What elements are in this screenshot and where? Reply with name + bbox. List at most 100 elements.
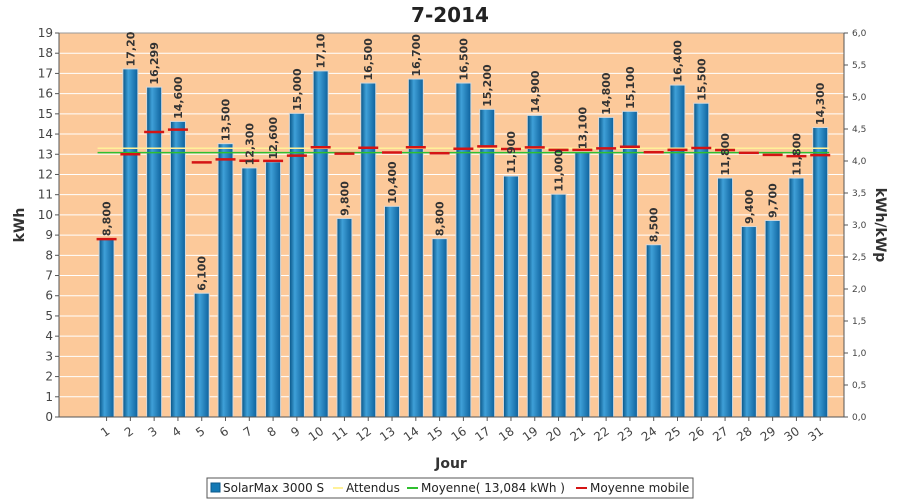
x-tick-label: 9	[288, 424, 302, 440]
y-tick-label: 8	[45, 248, 53, 262]
bar	[147, 87, 162, 418]
x-tick-label: 31	[805, 424, 826, 444]
bar	[551, 194, 566, 417]
y-tick-label: 16	[38, 87, 53, 101]
x-tick-label: 4	[169, 424, 183, 440]
bar-value-label: 8,800	[434, 201, 447, 236]
y-tick-label: 17	[38, 66, 53, 80]
bar-value-label: 12,300	[243, 123, 256, 166]
x-tick-label: 23	[615, 424, 636, 444]
bar-value-label: 15,000	[291, 68, 304, 111]
x-tick-label: 10	[306, 424, 327, 444]
x-tick-label: 14	[401, 424, 422, 444]
x-axis-title: Jour	[434, 456, 467, 472]
x-tick-label: 24	[639, 424, 660, 444]
y-tick-label: 0	[45, 410, 53, 424]
legend-bar-swatch	[210, 482, 221, 493]
x-tick-label: 1	[98, 424, 112, 440]
bar	[670, 85, 685, 418]
x-tick-label: 27	[710, 424, 731, 444]
bar-value-label: 14,900	[529, 70, 542, 113]
bar-series	[98, 68, 829, 418]
bar	[337, 218, 352, 417]
x-tick-label: 16	[449, 424, 470, 444]
bar-value-label: 15,100	[624, 66, 637, 109]
y-axis-title: kWh	[12, 208, 28, 243]
x-tick-label: 12	[353, 424, 374, 444]
bar-value-label: 8,500	[648, 207, 661, 242]
chart-title: 7-2014	[411, 3, 489, 27]
x-tick-label: 19	[520, 424, 541, 444]
bar	[385, 206, 400, 417]
y-tick-label: 3	[45, 349, 53, 363]
y2-tick-label: 1,5	[852, 317, 866, 327]
bar-value-label: 10,400	[386, 161, 399, 204]
moving-average-series	[96, 128, 831, 241]
bar-value-label: 16,299	[148, 42, 161, 84]
x-tick-label: 15	[425, 424, 446, 444]
bar	[313, 71, 328, 418]
y-tick-label: 6	[45, 289, 53, 303]
bar	[361, 83, 376, 418]
y-tick-label: 2	[45, 370, 53, 384]
x-tick-label: 28	[734, 424, 755, 444]
bar-value-label: 15,500	[695, 58, 708, 101]
x-tick-label: 17	[472, 424, 493, 444]
y2-tick-label: 5,0	[852, 93, 867, 103]
bar-value-label: 14,600	[172, 76, 185, 119]
x-tick-label: 30	[782, 424, 803, 444]
y2-tick-label: 4,5	[852, 125, 866, 135]
bar	[242, 168, 257, 417]
bar	[170, 121, 185, 417]
legend: SolarMax 3000 S Attendus Moyenne( 13,084…	[206, 477, 694, 499]
bar	[194, 293, 209, 417]
bar	[527, 115, 542, 417]
x-tick-label: 29	[758, 424, 779, 444]
bar	[432, 239, 447, 417]
bar-value-label: 16,700	[410, 34, 423, 77]
y2-tick-label: 2,5	[852, 253, 866, 263]
x-tick-label: 20	[544, 424, 565, 444]
x-tick-label: 18	[496, 424, 517, 444]
bar-value-label: 14,800	[600, 72, 613, 115]
y2-tick-label: 0,0	[852, 413, 867, 423]
x-tick-label: 21	[568, 424, 589, 444]
bar-value-label: 11,000	[553, 149, 566, 192]
bar	[123, 69, 138, 418]
x-tick-label: 3	[146, 424, 160, 440]
y-tick-label: 5	[45, 309, 53, 323]
x-tick-label: 26	[686, 424, 707, 444]
x-tick-label: 13	[377, 424, 398, 444]
bar-value-label: 8,800	[101, 201, 114, 236]
bar	[289, 113, 304, 417]
x-tick-label: 25	[663, 424, 684, 444]
y-tick-label: 14	[38, 127, 53, 141]
y-tick-label: 10	[38, 208, 53, 222]
bar-value-label: 12,600	[267, 117, 280, 160]
bar	[765, 220, 780, 417]
y2-tick-label: 2,0	[852, 285, 867, 295]
bar-value-label: 17,10	[315, 33, 328, 68]
legend-label-solarmax: SolarMax 3000 S	[223, 481, 324, 495]
bar	[503, 176, 518, 417]
y-tick-label: 18	[38, 46, 53, 60]
bar	[266, 162, 281, 417]
x-tick-label: 22	[591, 424, 612, 444]
bar-value-label: 6,100	[196, 256, 209, 291]
y-tick-label: 13	[38, 147, 53, 161]
bar	[575, 152, 590, 417]
y-tick-label: 1	[45, 390, 53, 404]
y-tick-label: 15	[38, 107, 53, 121]
legend-label-moyenne: Moyenne( 13,084 kWh )	[421, 481, 565, 495]
bar-value-label: 9,700	[767, 183, 780, 218]
x-tick-label: 5	[193, 424, 207, 440]
legend-label-attendus: Attendus	[346, 481, 400, 495]
plot-area	[58, 32, 845, 418]
bar-value-label: 11,800	[719, 133, 732, 176]
bar	[646, 245, 661, 417]
bar-value-label: 9,400	[743, 189, 756, 224]
bar	[99, 239, 114, 417]
x-tick-label: 11	[330, 424, 351, 444]
bar-value-label: 11,900	[505, 131, 518, 174]
